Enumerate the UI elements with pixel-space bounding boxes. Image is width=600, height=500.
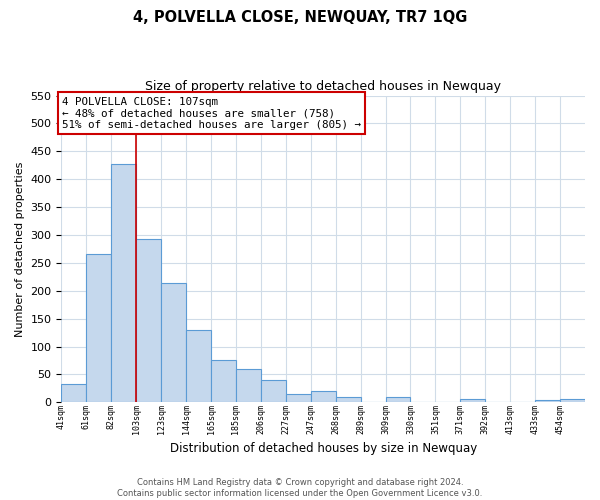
Bar [535,400,560,402]
Bar [560,400,585,402]
Bar [61,384,86,402]
Bar [136,239,161,402]
Bar [236,370,261,402]
Text: Contains HM Land Registry data © Crown copyright and database right 2024.
Contai: Contains HM Land Registry data © Crown c… [118,478,482,498]
Bar [386,396,410,402]
Text: 4 POLVELLA CLOSE: 107sqm
← 48% of detached houses are smaller (758)
51% of semi-: 4 POLVELLA CLOSE: 107sqm ← 48% of detach… [62,96,361,130]
Bar [286,394,311,402]
Bar [161,283,186,403]
Bar [335,398,361,402]
Bar [311,391,335,402]
Y-axis label: Number of detached properties: Number of detached properties [15,161,25,336]
Bar [211,360,236,403]
Bar [111,164,136,402]
Bar [86,254,111,402]
Bar [261,380,286,402]
X-axis label: Distribution of detached houses by size in Newquay: Distribution of detached houses by size … [170,442,477,455]
Title: Size of property relative to detached houses in Newquay: Size of property relative to detached ho… [145,80,501,93]
Bar [186,330,211,402]
Bar [460,400,485,402]
Text: 4, POLVELLA CLOSE, NEWQUAY, TR7 1QG: 4, POLVELLA CLOSE, NEWQUAY, TR7 1QG [133,10,467,25]
